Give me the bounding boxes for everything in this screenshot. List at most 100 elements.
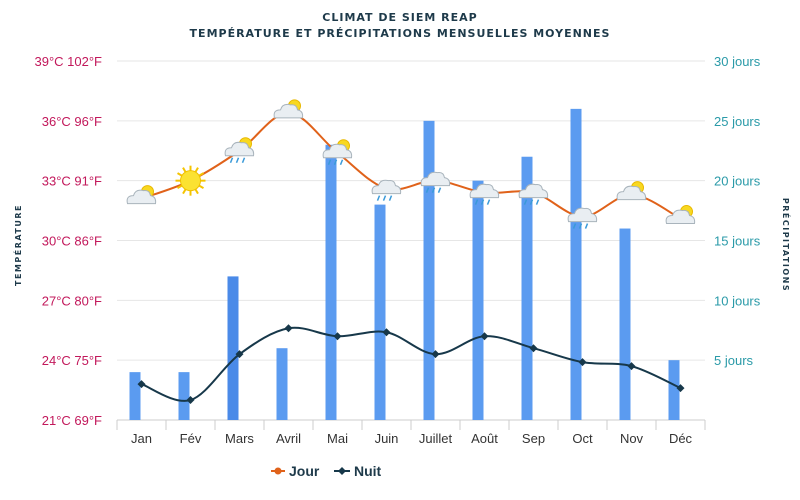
rain-drop: [486, 199, 491, 205]
x-tick-label: Avril: [276, 431, 301, 446]
x-tick-label: Sep: [522, 431, 545, 446]
point-nuit-Août: [480, 332, 489, 341]
cloud-rain-icon: [567, 207, 598, 229]
point-nuit-Juillet: [431, 350, 440, 359]
sun-cloud-icon: [273, 99, 304, 119]
point-nuit-Déc: [676, 384, 685, 393]
sun-ray: [177, 172, 183, 177]
sun-ray: [177, 184, 183, 190]
point-nuit-Fév: [186, 396, 195, 405]
legend-label-nuit: Nuit: [354, 463, 382, 479]
sun-ray: [198, 172, 204, 177]
rain-drop: [235, 157, 240, 164]
rain-drop: [333, 159, 338, 166]
y-left-tick-label: 21°C 69°F: [42, 413, 102, 428]
bar-precipitation-Avril: [276, 348, 288, 420]
y-right-tick-label: 10 jours: [714, 293, 761, 308]
point-nuit-Mai: [333, 332, 342, 341]
bar-precipitation-Mars: [227, 276, 239, 420]
y-left-tick-label: 39°C 102°F: [35, 54, 103, 69]
y-left-tick-label: 30°C 86°F: [42, 234, 102, 249]
y-left-tick-label: 36°C 96°F: [42, 114, 102, 129]
rain-drop: [529, 199, 534, 205]
rain-drop: [431, 187, 436, 193]
sun-cloud-icon: [616, 181, 647, 201]
rain-drop: [376, 195, 381, 201]
legend-item-jour[interactable]: Jour: [271, 463, 320, 479]
x-tick-label: Nov: [620, 431, 644, 446]
cloud-shape: [518, 183, 549, 199]
point-nuit-Avril: [284, 324, 293, 333]
x-tick-label: Juin: [375, 431, 399, 446]
line-nuit: [141, 326, 681, 402]
cloud-shape: [665, 209, 696, 225]
x-tick-label: Mars: [225, 431, 254, 446]
point-nuit-Mars: [235, 350, 244, 359]
y-axis-right-label: PRÉCIPITATIONS: [781, 198, 792, 292]
x-tick-label: Août: [471, 431, 498, 446]
sun-disc: [180, 170, 201, 192]
rain-drop: [572, 223, 577, 229]
sun-ray: [198, 184, 204, 190]
bar-precipitation-Fév: [178, 372, 190, 420]
point-nuit-Jan: [137, 380, 146, 389]
y-left-tick-label: 24°C 75°F: [42, 353, 102, 368]
y-axis-left-label: TEMPÉRATURE: [12, 204, 23, 286]
bar-precipitation-Oct: [570, 108, 582, 420]
cloud-sun-rain-icon: [322, 139, 353, 166]
rain-drop: [241, 157, 246, 164]
legend-item-nuit[interactable]: Nuit: [334, 463, 382, 479]
cloud-sun-rain-icon: [224, 137, 255, 164]
y-left-tick-label: 27°C 80°F: [42, 293, 102, 308]
legend-marker-nuit: [338, 467, 346, 475]
cloud-rain-icon: [371, 179, 402, 201]
point-nuit-Sep: [529, 344, 538, 353]
cloud-rain-icon: [420, 171, 451, 193]
chart-title: CLIMAT DE SIEM REAP: [322, 11, 477, 24]
line-jour: [141, 111, 681, 220]
cloud-shape: [273, 103, 304, 119]
cloud-shape: [371, 179, 402, 195]
point-nuit-Juin: [382, 328, 391, 337]
cloud-rain-icon: [518, 183, 549, 205]
rain-drop: [480, 199, 485, 205]
rain-drop: [382, 195, 387, 201]
y-right-tick-label: 30 jours: [714, 54, 761, 69]
rain-drop: [535, 199, 540, 205]
rain-drop: [388, 195, 393, 201]
x-tick-label: Mai: [327, 431, 348, 446]
bar-precipitation-Nov: [619, 228, 631, 420]
bar-precipitation-Jan: [129, 372, 141, 420]
sun-ray: [194, 167, 199, 173]
y-left-tick-label: 33°C 91°F: [42, 174, 102, 189]
bar-precipitation-Sep: [521, 156, 533, 420]
x-tick-label: Fév: [180, 431, 202, 446]
rain-drop: [229, 157, 234, 164]
sun-ray: [182, 167, 187, 173]
point-nuit-Oct: [578, 358, 587, 367]
cloud-shape: [420, 171, 451, 187]
y-right-tick-label: 20 jours: [714, 174, 761, 189]
cloud-shape: [224, 141, 255, 157]
sun-cloud-icon: [126, 185, 157, 205]
rain-drop: [578, 223, 583, 229]
bar-precipitation-Mai: [325, 144, 337, 420]
rain-drop: [339, 159, 344, 166]
rain-drop: [327, 159, 332, 166]
legend-label-jour: Jour: [289, 463, 320, 479]
bar-precipitation-Juin: [374, 204, 386, 420]
rain-drop: [437, 187, 442, 193]
y-right-tick-label: 15 jours: [714, 234, 761, 249]
bar-precipitation-Déc: [668, 360, 680, 420]
y-right-tick-label: 25 jours: [714, 114, 761, 129]
sun-cloud-icon: [665, 205, 696, 225]
sun-ray: [194, 188, 199, 195]
cloud-shape: [126, 189, 157, 205]
bar-precipitation-Août: [472, 180, 484, 420]
x-tick-label: Jan: [131, 431, 152, 446]
rain-drop: [584, 223, 589, 229]
rain-drop: [523, 199, 528, 205]
chart-subtitle: TEMPÉRATURE ET PRÉCIPITATIONS MENSUELLES…: [190, 27, 611, 40]
x-tick-label: Déc: [669, 431, 693, 446]
